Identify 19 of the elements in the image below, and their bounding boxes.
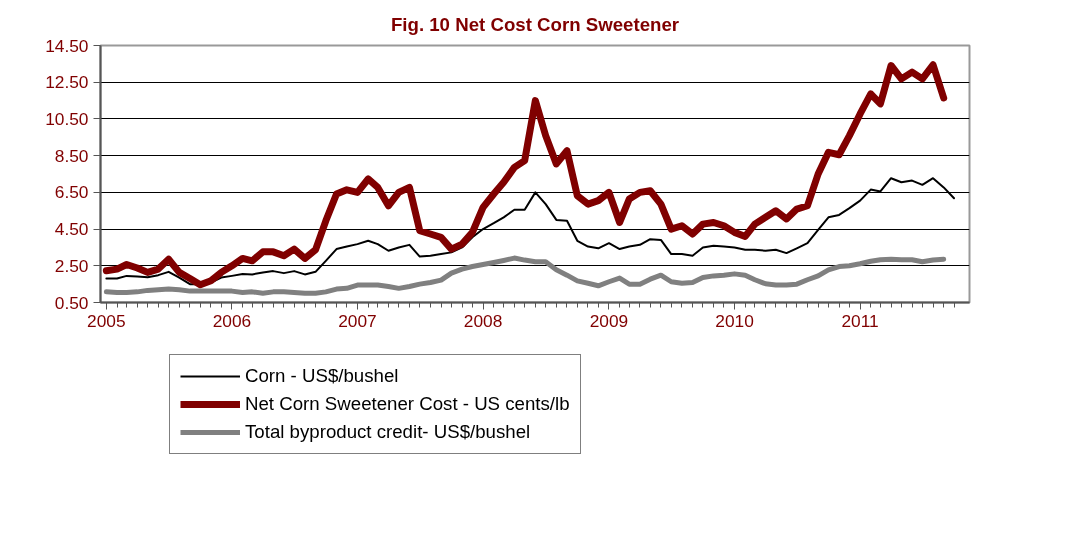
x-tick-label: 2005 <box>87 310 126 331</box>
y-tick-label: 12.50 <box>45 72 89 93</box>
x-tick-label: 2007 <box>338 310 377 331</box>
legend-label: Total byproduct credit- US$/bushel <box>245 421 531 443</box>
y-tick-label: 0.50 <box>54 292 89 313</box>
legend-label: Corn - US$/bushel <box>245 365 399 387</box>
legend-label: Net Corn Sweetener Cost - US cents/lb <box>245 393 570 415</box>
y-tick-label: 2.50 <box>54 255 89 276</box>
y-tick-label: 6.50 <box>54 182 89 203</box>
x-tick-label: 2009 <box>589 310 629 331</box>
x-tick-label: 2008 <box>463 310 503 331</box>
chart-title: Fig. 10 Net Cost Corn Sweetener <box>390 13 680 35</box>
y-tick-label: 8.50 <box>54 145 89 166</box>
y-tick-label: 14.50 <box>45 35 89 56</box>
y-tick-label: 10.50 <box>45 108 89 129</box>
x-tick-label: 2006 <box>212 310 252 331</box>
x-tick-label: 2011 <box>841 310 879 331</box>
x-tick-label: 2010 <box>715 310 754 331</box>
y-tick-label: 4.50 <box>54 219 89 240</box>
